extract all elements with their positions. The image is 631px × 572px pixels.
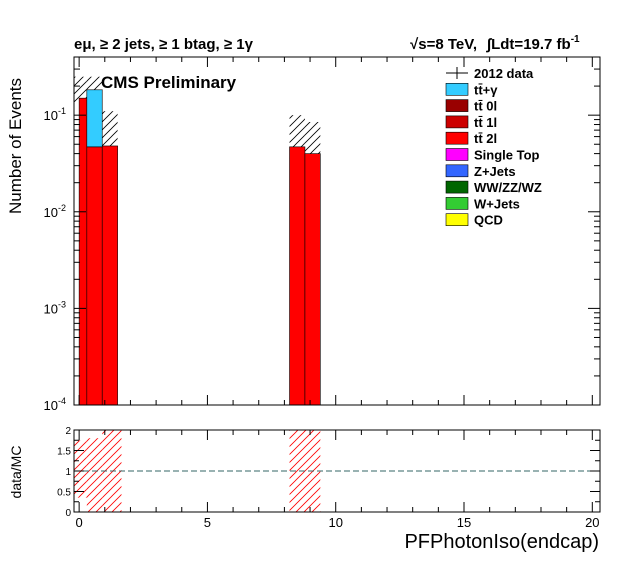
x-tick-label: 5 (204, 515, 211, 530)
ratio-band-0 (74, 440, 87, 498)
y-tick-label: 10-2 (44, 203, 66, 220)
y-tick-label: 10-4 (44, 396, 66, 413)
main-plot: 10-4 10-3 10-2 10-1 (44, 56, 601, 413)
legend-swatch (445, 197, 469, 210)
legend-entry: Single Top (445, 148, 540, 163)
x-axis-title: PFPhotonIso(endcap) (404, 531, 599, 553)
bar-tt2l-1 (86, 146, 103, 406)
ratio-y-tick-label: 1 (65, 467, 71, 478)
legend-swatch (445, 180, 469, 194)
ratio-y-tick-label: 0 (65, 508, 71, 519)
legend-swatch (445, 83, 469, 96)
bar-tt2l-4 (304, 153, 321, 406)
ratio-y-tick-label: 2 (65, 426, 71, 437)
bar-tt-0 (86, 89, 103, 148)
x-tick-label: 20 (585, 515, 599, 530)
legend-swatch (445, 99, 469, 112)
legend-entry: tt̄ 1l (445, 115, 497, 130)
legend-entry: tt̄ 2l (445, 131, 497, 146)
ratio-x-axis: 0 5 10 15 20 (76, 430, 600, 530)
lumi-label: ∫Ldt=19.7 fb-1 (486, 34, 580, 53)
y-tick-label: 10-3 (44, 299, 66, 316)
legend-label: tt̄ 2l (474, 131, 497, 146)
legend-swatch (445, 148, 469, 161)
x-tick-label: 0 (76, 515, 83, 530)
legend-label: tt̄ 1l (474, 115, 497, 130)
legend-entry: WW/ZZ/WZ (445, 180, 542, 195)
legend-entry: tt̄ 0l (445, 99, 497, 114)
legend-label: WW/ZZ/WZ (474, 180, 542, 195)
ratio-y-axis-title: data/MC (8, 446, 24, 499)
cms-label: CMS Preliminary (101, 73, 237, 92)
ratio-y-tick-label: 1.5 (57, 447, 71, 458)
legend-swatch (445, 213, 469, 226)
legend-entry: tt̄+γ (445, 82, 498, 97)
legend-label: QCD (474, 213, 503, 228)
legend-entry: W+Jets (445, 196, 520, 211)
y-axis-title: Number of Events (6, 78, 25, 214)
y-tick-label: 10-1 (44, 106, 66, 123)
legend-swatch (445, 164, 469, 178)
x-tick-label: 10 (328, 515, 342, 530)
ratio-y-tick-label: 0.5 (57, 488, 71, 499)
legend-label: Single Top (474, 148, 540, 163)
legend-swatch (445, 131, 469, 145)
ratio-y-axis: 0 0.5 1 1.5 2 (57, 426, 600, 519)
legend-entry: 2012 data (446, 66, 534, 81)
main-plot-frame (73, 56, 601, 406)
legend-label: tt̄ 0l (474, 99, 497, 114)
legend-label: Z+Jets (474, 164, 516, 179)
legend-label: tt̄+γ (474, 82, 498, 97)
energy-label: √s=8 TeV, (410, 36, 477, 53)
x-tick-label: 15 (457, 515, 471, 530)
legend-label: 2012 data (474, 66, 534, 81)
uncertainty-band-0 (74, 76, 87, 105)
legend-swatch (445, 115, 469, 129)
legend-entry: Z+Jets (445, 164, 516, 179)
legend-label: W+Jets (474, 196, 520, 211)
main-x-axis (78, 57, 593, 405)
bar-tt2l-0 (78, 97, 88, 406)
ratio-band-1 (86, 438, 103, 512)
stacked-bars (78, 89, 321, 406)
legend-entry: QCD (445, 213, 503, 228)
bar-tt2l-3 (289, 146, 306, 406)
ratio-plot: 0 0.5 1 1.5 2 0 5 10 15 20 (57, 426, 601, 530)
bar-tt2l-2 (101, 145, 118, 406)
selection-label: eμ, ≥ 2 jets, ≥ 1 btag, ≥ 1γ (74, 36, 254, 53)
main-y-axis: 10-4 10-3 10-2 10-1 (44, 56, 600, 413)
